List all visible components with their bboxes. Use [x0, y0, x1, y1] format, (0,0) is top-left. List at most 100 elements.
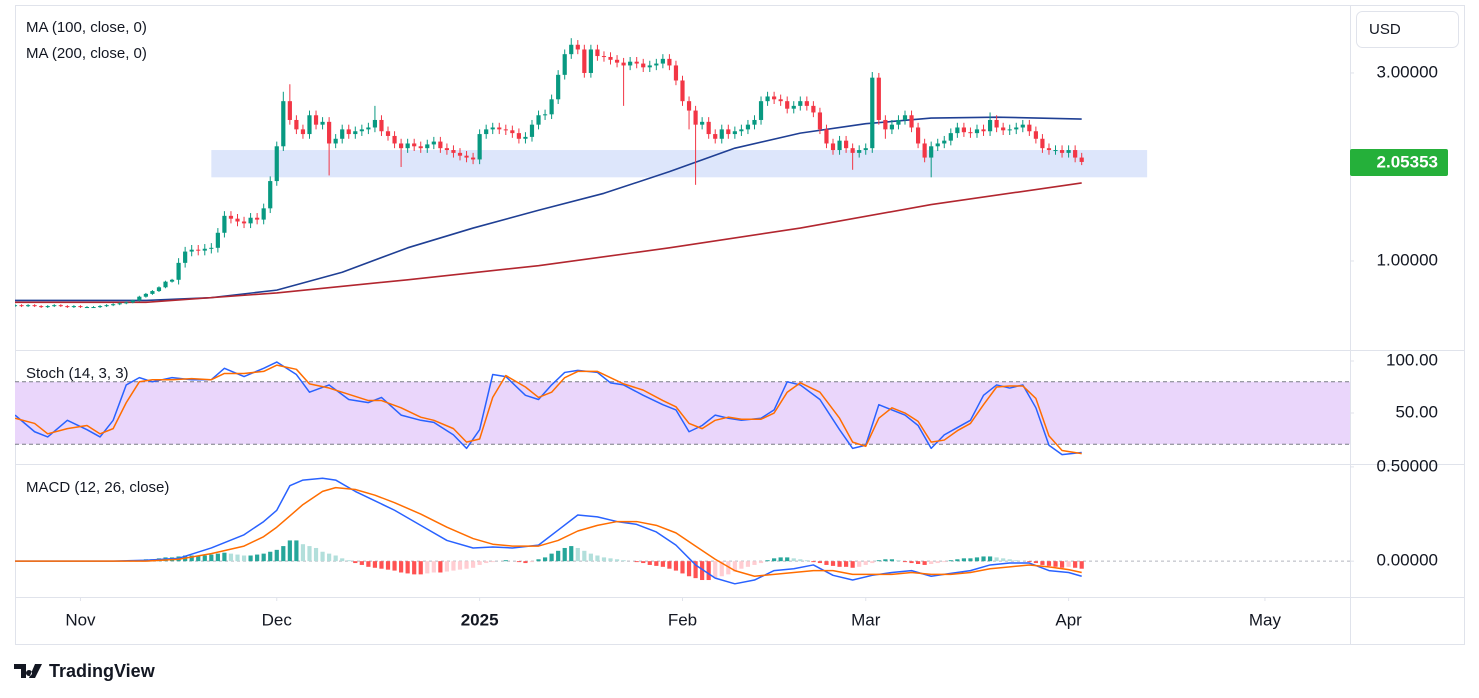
macd-histogram-bar — [595, 555, 600, 562]
moving-average — [15, 182, 1082, 304]
candle-body — [634, 61, 639, 64]
chart-frame — [15, 5, 1465, 645]
macd-histogram-bar — [752, 561, 757, 565]
macd-histogram-bar — [196, 555, 201, 562]
candle-body — [333, 138, 338, 144]
candle-body — [163, 281, 168, 288]
macd-histogram-bar — [850, 561, 855, 568]
candle-body — [844, 140, 849, 149]
candle-body — [327, 121, 332, 144]
macd-histogram-bar — [621, 560, 626, 562]
support-zone — [211, 150, 1148, 178]
candle-body — [274, 146, 279, 182]
macd-histogram-bar — [634, 561, 639, 563]
stoch-line — [15, 364, 1082, 455]
axis-layer: Nov Dec 2025 Feb Mar Apr May 1.00000 3.00000 50.0… — [65, 62, 1448, 629]
macd-line — [15, 486, 1082, 578]
macd-histogram-bar — [470, 561, 476, 568]
candle-body — [778, 99, 783, 102]
macd-histogram-bar — [346, 560, 351, 562]
candle-body — [202, 248, 207, 251]
candle-body — [464, 155, 469, 158]
macd-histogram-bar — [431, 561, 436, 573]
macd-histogram-bar — [412, 561, 417, 575]
macd-histogram-bar — [857, 561, 862, 567]
candle-body — [281, 101, 286, 147]
macd-histogram-bar — [601, 557, 607, 562]
macd-legend: MACD (12, 26, close) — [26, 479, 169, 496]
candle-body — [1014, 127, 1019, 130]
ma100-legend: MA (100, close, 0) — [26, 19, 147, 36]
macd-histogram-bar — [392, 561, 397, 571]
candle-body — [785, 101, 790, 109]
macd-histogram-bar — [425, 561, 430, 574]
macd-histogram-bar — [942, 561, 947, 563]
candle-body — [320, 121, 325, 125]
candle-body — [562, 54, 567, 75]
macd-histogram-bar — [824, 561, 829, 565]
candle-body — [215, 232, 220, 248]
candle-body — [1001, 127, 1006, 131]
macd-histogram-bar — [726, 561, 731, 575]
macd-histogram-bar — [300, 544, 306, 562]
candle-body — [870, 77, 875, 149]
macd-histogram-bar — [876, 560, 881, 562]
macd-histogram-bar — [241, 555, 247, 562]
macd-histogram-bar — [359, 561, 364, 565]
macd-histogram-bar — [870, 561, 875, 564]
macd-histogram-bar — [719, 561, 724, 577]
macd-histogram-bar — [811, 561, 816, 563]
macd-histogram-bar — [844, 561, 849, 567]
candle-body — [261, 208, 266, 220]
candle-body — [628, 61, 633, 66]
macd-histogram-bar — [700, 561, 705, 581]
macd-histogram-bar — [614, 559, 620, 562]
candle-body — [340, 129, 345, 139]
candle-body — [444, 148, 450, 151]
candle-body — [1073, 150, 1078, 158]
macd-histogram-bar — [582, 550, 587, 562]
macd-histogram-bar — [948, 560, 953, 562]
macd-histogram-bar — [268, 551, 273, 562]
macd-histogram-bar — [189, 555, 194, 562]
currency-button[interactable] — [1356, 11, 1459, 48]
macd-histogram-bar — [654, 561, 659, 566]
macd-histogram-bar — [549, 553, 554, 562]
macd-histogram-bar — [837, 561, 842, 567]
macd-histogram-bar — [313, 547, 319, 562]
macd-histogram-bar — [1014, 560, 1019, 562]
currency-label[interactable]: USD — [1369, 21, 1401, 38]
candle-body — [608, 56, 613, 60]
macd-histogram-bar — [1066, 561, 1071, 567]
y-tick-label: 0.50000 — [1377, 456, 1438, 475]
candle-body — [503, 129, 508, 131]
macd-histogram-bar — [438, 561, 443, 573]
x-tick-label: Feb — [668, 610, 697, 629]
macd-histogram-bar — [765, 560, 770, 562]
candle-body — [176, 262, 181, 280]
candle-body — [405, 143, 410, 149]
candle-body — [1033, 131, 1038, 139]
candle-body — [974, 129, 980, 134]
macd-histogram-bar — [994, 557, 999, 562]
candle-body — [804, 101, 809, 106]
candle-body — [294, 119, 299, 130]
candle-body — [425, 144, 430, 149]
macd-histogram-bar — [1040, 561, 1045, 565]
candle-body — [111, 304, 116, 306]
candle-body — [798, 101, 803, 106]
macd-histogram-bar — [798, 559, 803, 562]
candle-body — [837, 140, 842, 151]
candle-body — [1079, 157, 1084, 162]
candle-body — [372, 119, 378, 128]
candle-body — [143, 293, 148, 297]
x-tick-label: Dec — [262, 610, 293, 629]
candle-body — [883, 119, 888, 130]
candle-body — [71, 306, 76, 308]
candle-body — [1007, 129, 1012, 131]
candle-body — [876, 77, 881, 120]
macd-histogram-bar — [785, 557, 790, 562]
candle-body — [765, 96, 770, 102]
macd-histogram-bar — [235, 554, 240, 562]
candle-body — [922, 143, 927, 158]
